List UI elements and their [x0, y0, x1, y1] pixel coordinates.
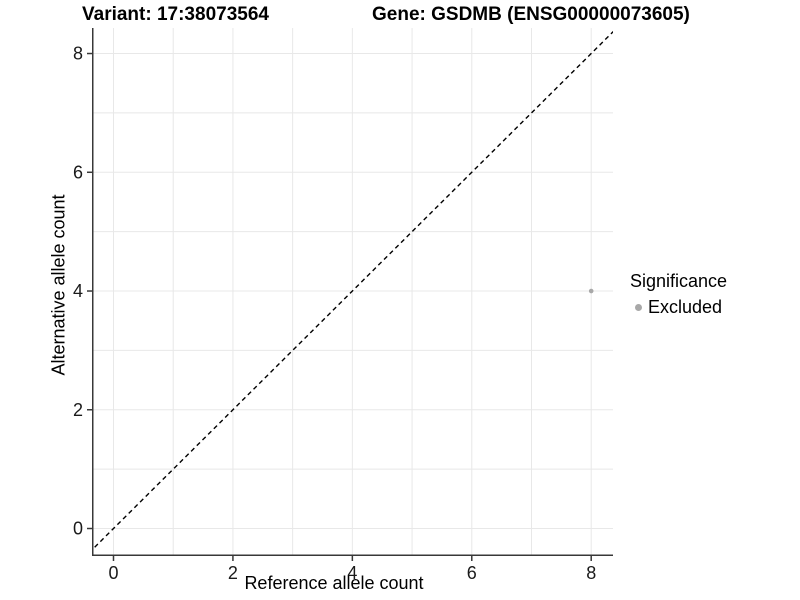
scatter-plot: 0 2 4 6 8 0 2 4 6 8	[73, 28, 613, 583]
legend-title: Significance	[630, 271, 728, 291]
data-point	[588, 288, 594, 294]
legend-key-dot-icon	[635, 303, 642, 311]
y-tick-label: 6	[73, 162, 83, 182]
legend-item-label: Excluded	[648, 296, 723, 317]
y-axis-title: Alternative allele count	[48, 194, 69, 376]
x-tick-label: 8	[586, 563, 596, 583]
gene-title: Gene: GSDMB (ENSG00000073605)	[372, 4, 690, 25]
x-tick-label: 0	[108, 563, 118, 583]
plot-panel: 0 2 4 6 8 0 2 4 6 8	[73, 28, 613, 583]
x-tick-label: 6	[467, 563, 477, 583]
variant-title: Variant: 17:38073564	[82, 4, 269, 25]
legend: Significance Excluded	[630, 271, 727, 318]
x-axis-title: Reference allele count	[244, 573, 424, 593]
y-tick-label: 8	[73, 44, 83, 64]
identity-reference-line	[92, 30, 613, 551]
y-tick-label: 4	[73, 281, 83, 301]
y-tick-label: 0	[73, 519, 83, 539]
legend-item-excluded: Excluded	[630, 296, 727, 318]
x-tick-label: 2	[228, 563, 238, 583]
x-tick-label: 4	[347, 563, 357, 583]
y-tick-label: 2	[73, 400, 83, 420]
